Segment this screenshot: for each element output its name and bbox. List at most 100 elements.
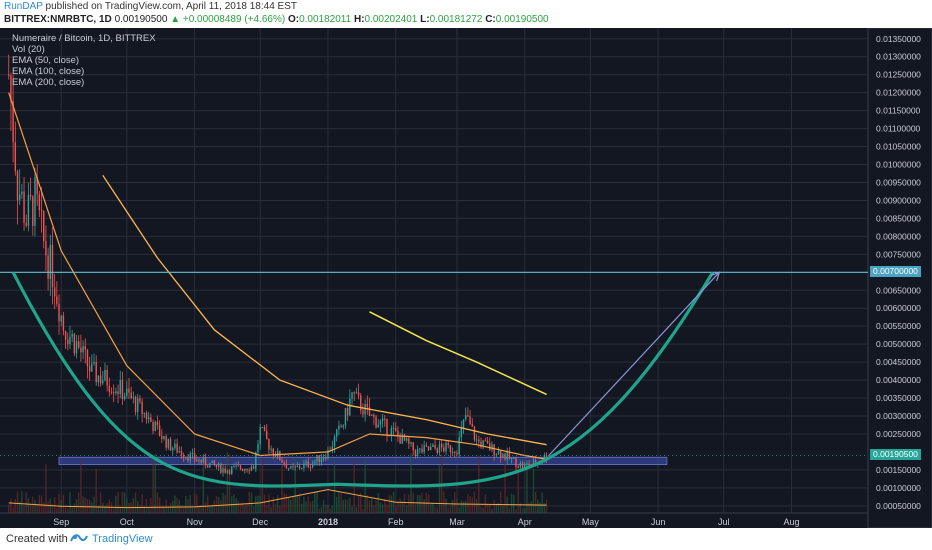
candle-body [84,346,86,350]
candle-body [150,417,152,422]
volume-bar [489,503,491,513]
low-value: 0.00181272 [429,14,483,25]
candle-body [97,375,100,383]
candle-body [16,171,19,201]
candle-body [14,142,17,172]
candle-body [480,441,482,448]
volume-bar [77,492,80,513]
candle-body [36,176,38,195]
volume-bar [410,452,412,513]
volume-bar [454,492,456,513]
volume-bar [316,491,318,513]
candle-body [209,463,211,468]
candle-body [106,369,108,386]
volume-bar [93,496,95,513]
candle-body [169,439,172,451]
volume-bar [331,505,334,513]
volume-bar [215,496,218,513]
volume-bar [115,495,117,513]
candle-body [381,418,384,421]
candle-body [211,460,213,464]
candle-body [342,425,344,427]
price-axis [867,28,932,528]
volume-bar [526,462,528,513]
volume-bar [423,499,425,513]
x-tick-label: Feb [388,517,404,527]
candle-body [515,457,517,467]
volume-bar [174,495,176,513]
volume-bar [447,507,449,513]
volume-bar [123,492,126,513]
candle-body [154,421,156,432]
volume-bar [150,497,152,513]
candle-body [462,419,465,429]
volume-bar [163,506,165,513]
x-tick-label: May [582,517,600,527]
volume-bar [102,502,104,513]
author-link[interactable]: RunDAP [4,1,43,12]
volume-bar [381,504,384,513]
tradingview-logo-icon [70,534,88,542]
x-tick-label: Dec [252,517,269,527]
candle-body [534,460,537,465]
candle-body [458,437,460,455]
volume-bar [534,492,537,513]
volume-bar [325,504,327,513]
candle-body [386,418,388,436]
ema100-line [102,174,547,446]
y-tick-label: 0.00650000 [876,285,921,295]
y-tick-label: 0.00400000 [876,375,921,385]
price-chart[interactable]: 0.01350000 0.01300000 0.01250000 0.01200000… [0,28,932,528]
volume-bar [187,499,189,513]
candle-body [237,465,240,467]
candle-body [287,468,290,470]
volume-bar [283,493,285,513]
candle-body [110,391,113,393]
candle-body [532,460,535,465]
candle-body [233,466,235,468]
volume-bar [314,492,316,513]
volume-bar [276,495,279,513]
volume-bar [23,506,25,513]
volume-bar [342,499,344,513]
volume-bar [401,500,404,513]
candle-body [38,194,41,211]
volume-bar [200,504,202,513]
volume-bar [279,505,281,513]
candle-body [239,465,242,470]
volume-bar [292,496,294,513]
volume-bar [191,504,194,513]
candle-body [430,446,432,450]
tradingview-brand[interactable]: TradingView [92,533,153,545]
candle-body [75,341,78,354]
volume-bar [311,500,314,513]
y-tick-label: 0.00350000 [876,393,921,403]
candle-body [12,101,14,143]
candle-body [165,436,167,448]
volume-bar [451,500,454,513]
volume-bar [45,464,47,513]
legend-volume: Vol (20) [12,44,45,55]
volume-bar [259,495,261,513]
volume-bar [80,460,82,513]
candle-body [215,465,218,467]
candle-body [368,407,371,416]
candle-body [436,448,438,453]
volume-bar [248,491,250,513]
volume-bar [513,494,515,513]
volume-bar [521,507,524,513]
volume-bar [62,494,65,513]
volume-bar [27,498,30,513]
volume-bar [25,492,27,513]
candle-body [167,439,170,448]
candle-body [349,398,351,416]
volume-bar [204,501,207,513]
candle-body [320,458,323,463]
volume-bar [176,497,178,513]
candle-body [163,436,165,439]
x-tick-label: Mar [449,517,465,527]
volume-bar [517,465,519,513]
volume-bar [266,505,268,513]
volume-bar [193,493,196,513]
candle-body [25,222,27,226]
